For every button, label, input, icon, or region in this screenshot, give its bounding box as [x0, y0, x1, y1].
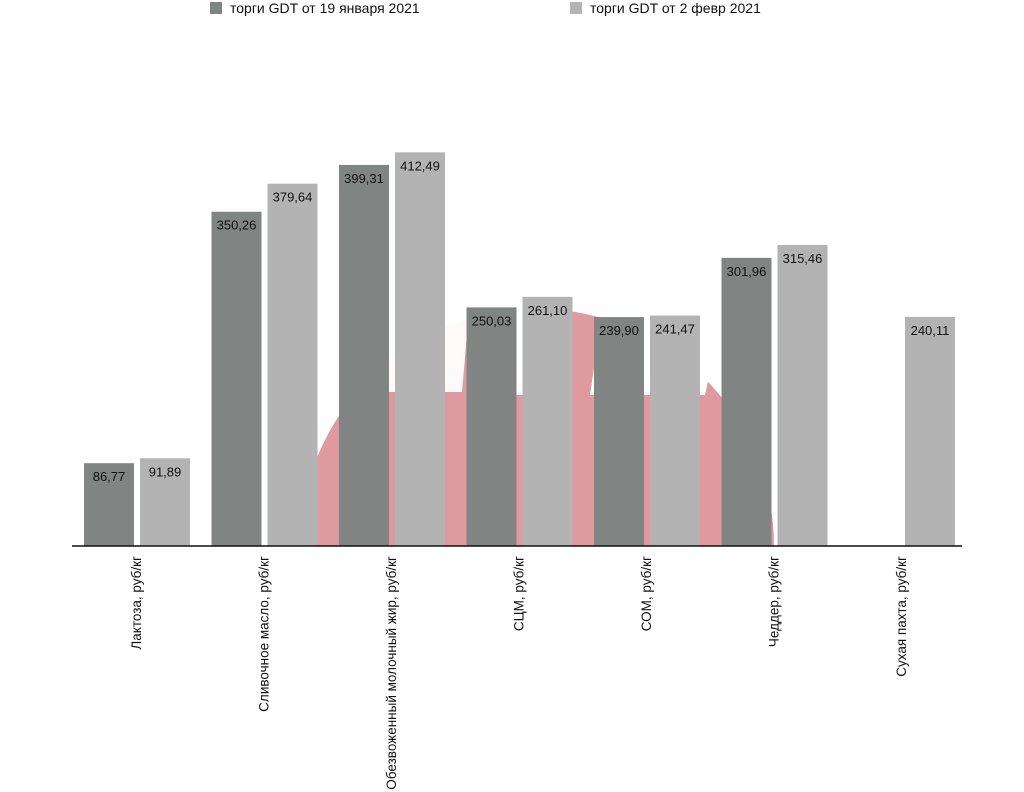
- x-tick-label-5: СОМ, руб/кг: [639, 556, 654, 631]
- x-tick-label-4: СЦМ, руб/кг: [512, 556, 527, 631]
- data-label-series-2-cat-6: 315,46: [783, 251, 823, 266]
- x-tick-label-7: Сухая пахта, руб/кг: [894, 556, 909, 677]
- data-label-series-2-cat-1: 91,89: [149, 464, 182, 479]
- bar-series-2-cat-5: [650, 315, 700, 546]
- x-tick-labels-group: Лактоза, руб/кг Сливочное масло, руб/кг Об…: [129, 556, 909, 790]
- data-label-series-1-cat-5: 239,90: [599, 323, 639, 338]
- watermark-dot: [526, 158, 590, 222]
- legend-label-series-2: торги GDT от 2 февр 2021: [590, 0, 761, 16]
- bar-series-2-cat-7: [905, 316, 955, 546]
- bar-series-1-cat-6: [721, 257, 772, 546]
- bar-series-2-cat-1: [140, 458, 190, 546]
- data-label-series-2-cat-4: 261,10: [528, 303, 568, 318]
- legend-label-series-1: торги GDT от 19 января 2021: [230, 0, 420, 16]
- legend-swatch-series-1: [210, 2, 222, 14]
- bar-series-2-cat-3: [395, 152, 445, 547]
- data-label-series-2-cat-2: 379,64: [273, 190, 313, 205]
- legend: торги GDT от 19 января 2021 торги GDT от…: [210, 0, 761, 16]
- bar-series-2-cat-2: [267, 183, 318, 547]
- bar-series-2-cat-4: [522, 296, 573, 546]
- bar-series-1-cat-4: [466, 307, 517, 546]
- bar-series-1-cat-1: [84, 463, 134, 546]
- data-label-series-2-cat-7: 240,11: [911, 323, 950, 338]
- value-labels-group: 86,77 91,89 350,26 379,64 399,31 412,49 250,03…: [93, 158, 950, 484]
- bars-group: [84, 152, 955, 547]
- bar-series-1-cat-5: [594, 317, 644, 546]
- bar-series-1-cat-3: [339, 164, 389, 546]
- bar-series-2-cat-6: [777, 244, 828, 546]
- data-label-series-1-cat-1: 86,77: [93, 469, 126, 484]
- x-tick-label-1: Лактоза, руб/кг: [129, 556, 144, 650]
- x-tick-label-6: Чеддер, руб/кг: [767, 556, 782, 647]
- data-label-series-1-cat-2: 350,26: [217, 218, 257, 233]
- data-label-series-1-cat-6: 301,96: [727, 264, 767, 279]
- x-tick-label-3: Обезвоженный молочный жир, руб/кг: [384, 556, 399, 790]
- data-label-series-2-cat-5: 241,47: [655, 322, 695, 337]
- legend-swatch-series-2: [570, 2, 582, 14]
- data-label-series-1-cat-4: 250,03: [472, 313, 512, 328]
- bar-series-1-cat-2: [211, 211, 262, 546]
- x-tick-label-2: Сливочное масло, руб/кг: [257, 556, 272, 712]
- data-label-series-1-cat-3: 399,31: [344, 171, 384, 186]
- data-label-series-2-cat-3: 412,49: [400, 158, 440, 173]
